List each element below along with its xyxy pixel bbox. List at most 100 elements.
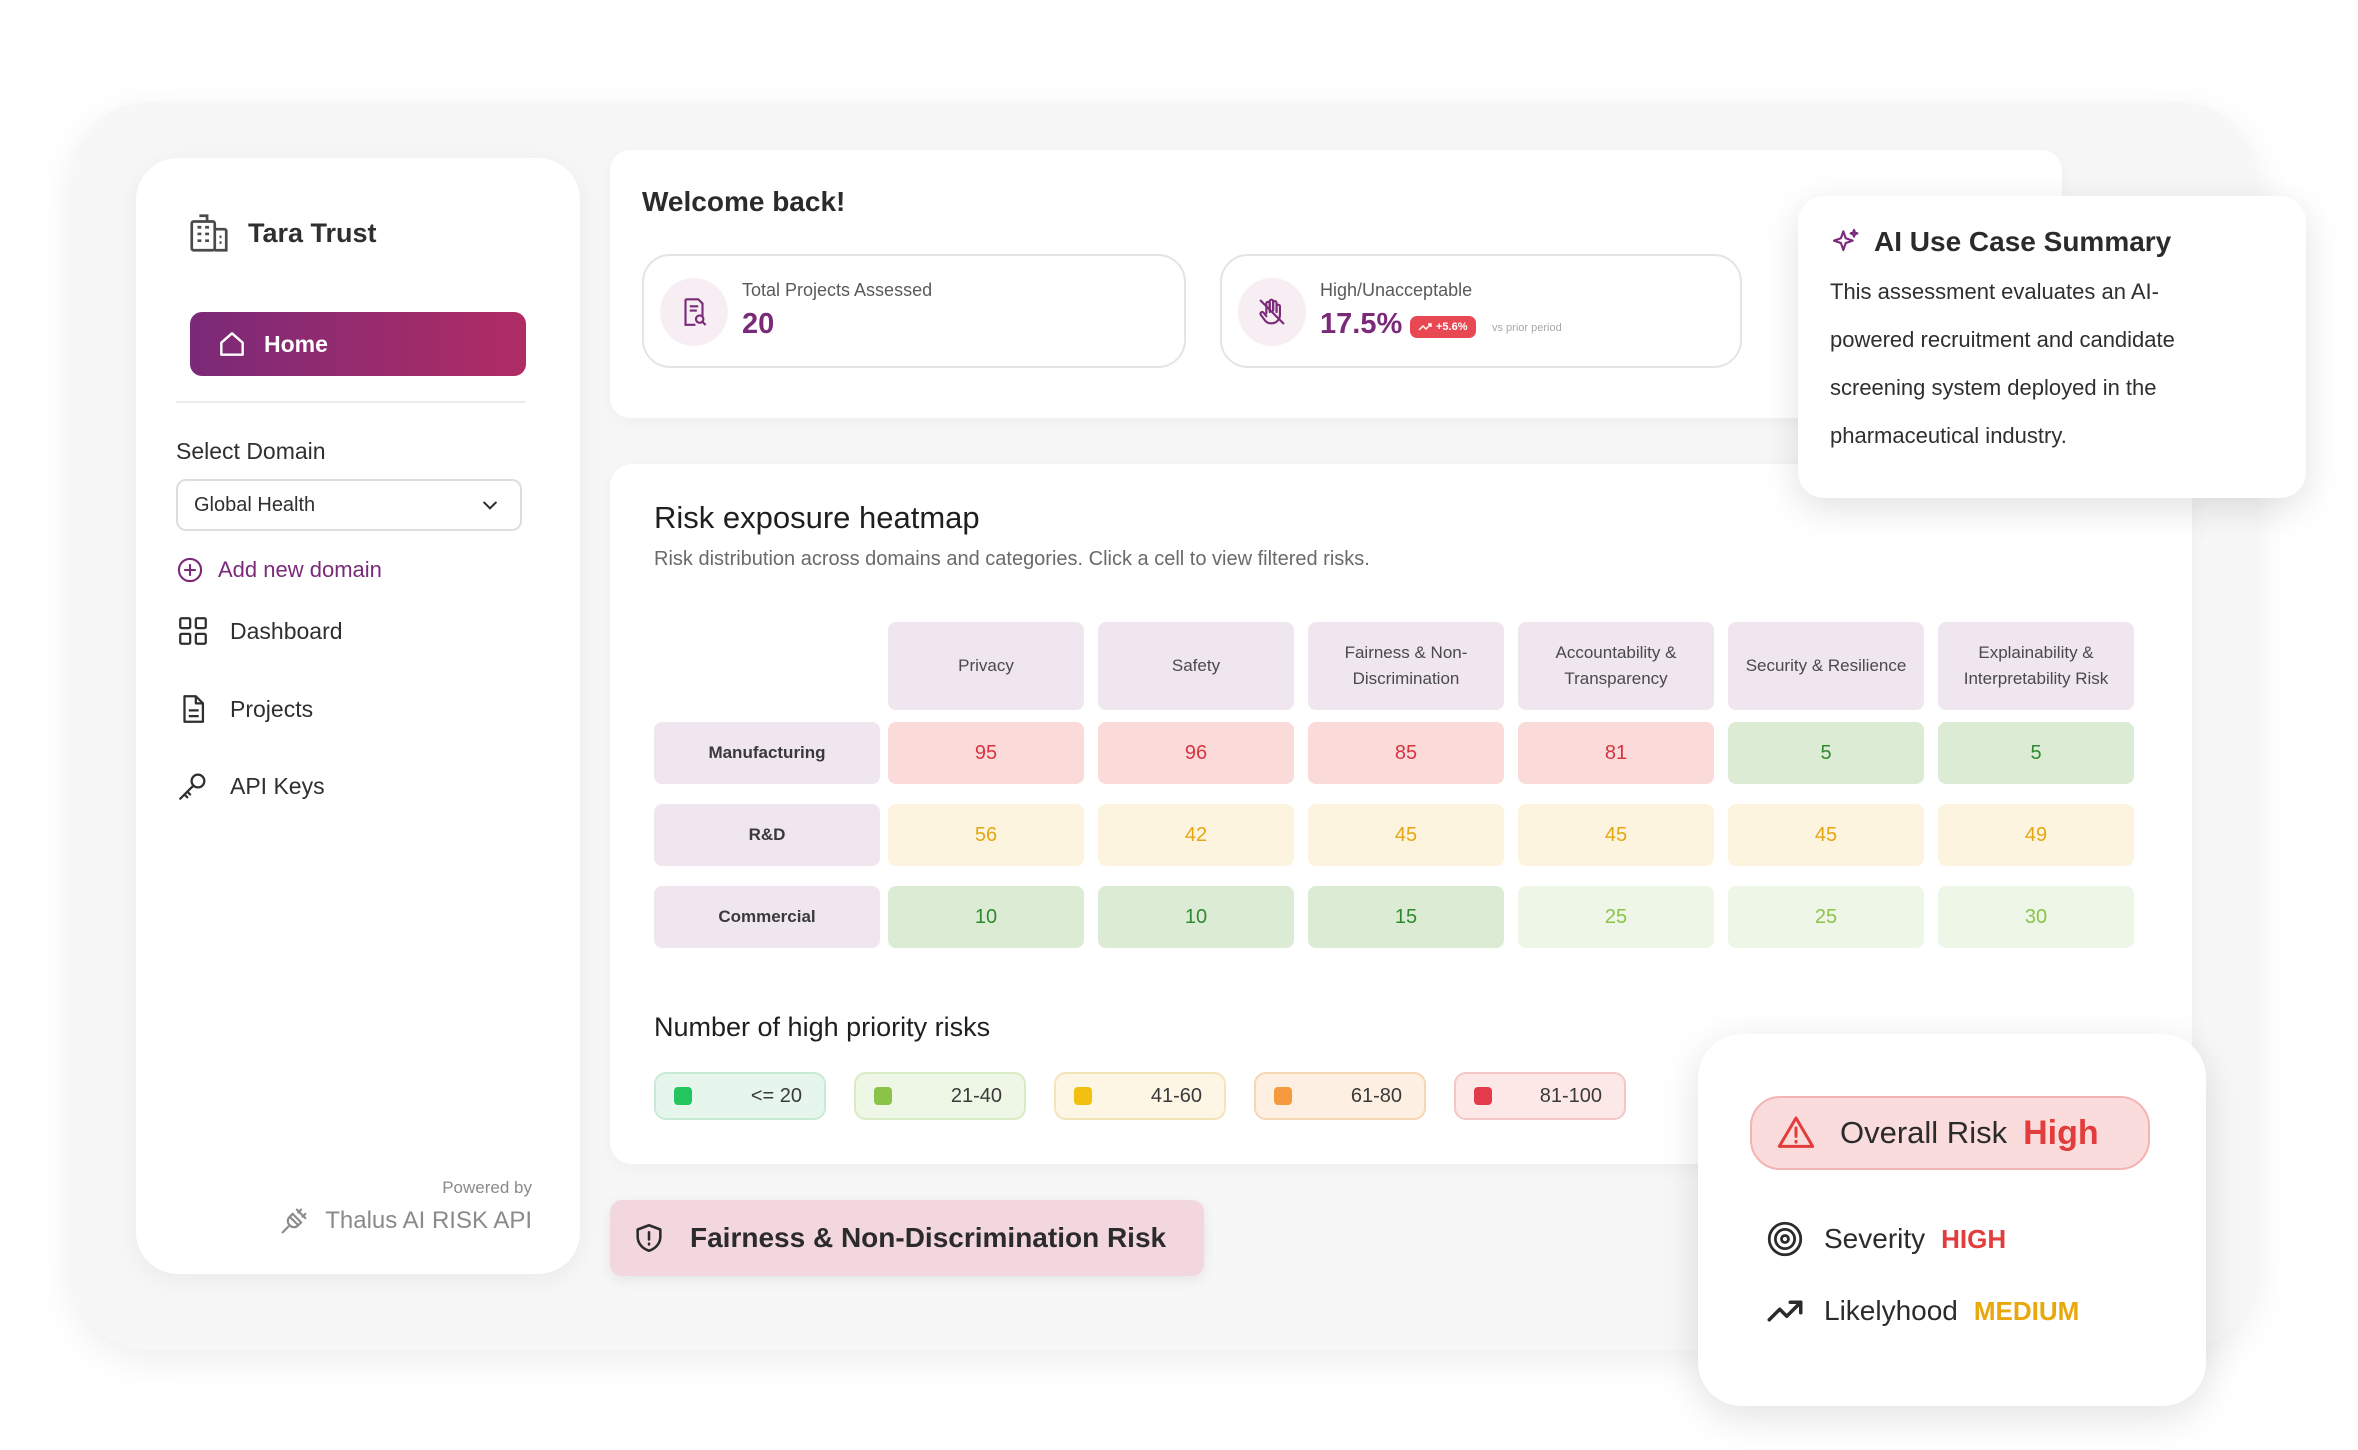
stat-value: 17.5% [1320, 308, 1403, 340]
ai-summary-line: pharmaceutical industry. [1830, 423, 2067, 448]
overall-risk-value: High [2023, 1113, 2099, 1152]
heatmap-column-header: Accountability & Transparency [1518, 622, 1714, 710]
heatmap-row-header: R&D [654, 804, 880, 866]
likelihood-value: MEDIUM [1973, 1295, 2080, 1326]
legend-swatch [1074, 1087, 1092, 1105]
heatmap-row-header: Manufacturing [654, 722, 880, 784]
sidebar-item-label: Projects [230, 695, 314, 722]
heatmap-column-header: Privacy [888, 622, 1084, 710]
heatmap-cell[interactable]: 45 [1518, 804, 1714, 866]
building-icon [190, 214, 228, 252]
sidebar-item-projects[interactable]: Projects [176, 692, 313, 726]
add-domain-label: Add new domain [218, 557, 382, 582]
trend-note: vs prior period [1492, 322, 1562, 334]
domain-select-value: Global Health [194, 493, 316, 516]
plus-circle-icon [177, 557, 203, 583]
severity-row: Severity HIGH [1764, 1218, 2006, 1260]
heatmap-cell[interactable]: 85 [1308, 722, 1504, 784]
target-icon [1767, 1221, 1803, 1257]
stat-card-total-projects[interactable]: Total Projects Assessed 20 [642, 254, 1186, 368]
fairness-risk-label: Fairness & Non-Discrimination Risk [690, 1222, 1167, 1253]
domain-select[interactable]: Global Health [176, 479, 522, 531]
stat-icon-wrap [1238, 278, 1306, 346]
stat-value: 20 [742, 308, 775, 340]
ai-summary-card: AI Use Case Summary This assessment eval… [1798, 196, 2306, 498]
trend-value: +5.6% [1436, 321, 1468, 333]
heatmap-cell[interactable]: 25 [1518, 886, 1714, 948]
fairness-risk-badge[interactable]: Fairness & Non-Discrimination Risk [610, 1200, 1204, 1276]
home-label: Home [264, 330, 328, 357]
stat-card-high-unacceptable[interactable]: High/Unacceptable 17.5% +5.6% vs prior p… [1220, 254, 1742, 368]
legend-label: 41-60 [1150, 1084, 1202, 1107]
warning-icon [1777, 1116, 1815, 1148]
heatmap-cell[interactable]: 56 [888, 804, 1084, 866]
home-button[interactable]: Home [190, 312, 526, 376]
heatmap-cell[interactable]: 10 [888, 886, 1084, 948]
heatmap-column-header: Security & Resilience [1728, 622, 1924, 710]
legend-label: <= 20 [750, 1084, 802, 1107]
sidebar-item-api-keys[interactable]: API Keys [176, 769, 325, 803]
likelihood-row: Likelyhood MEDIUM [1764, 1290, 2079, 1332]
stat-label: High/Unacceptable [1320, 280, 1473, 300]
ai-summary-line: This assessment evaluates an AI- [1830, 279, 2159, 304]
dashboard-icon [179, 617, 207, 645]
sidebar-item-dashboard[interactable]: Dashboard [176, 614, 343, 648]
legend-item: 81-100 [1454, 1072, 1626, 1120]
heatmap-cell[interactable]: 81 [1518, 722, 1714, 784]
document-icon [183, 695, 205, 723]
legend-swatch [874, 1087, 892, 1105]
heatmap-cell[interactable]: 49 [1938, 804, 2134, 866]
sidebar-item-label: API Keys [230, 772, 325, 799]
heatmap-cell[interactable]: 96 [1098, 722, 1294, 784]
chevron-down-icon [483, 501, 497, 510]
hand-stop-icon [1259, 298, 1285, 325]
stat-label: Total Projects Assessed [742, 280, 933, 300]
heatmap-cell[interactable]: 25 [1728, 886, 1924, 948]
heatmap-cell[interactable]: 10 [1098, 886, 1294, 948]
report-search-icon [684, 298, 707, 326]
ai-summary-text: This assessment evaluates an AI- powered… [1830, 268, 2274, 460]
key-icon [179, 773, 206, 800]
shield-alert-icon [636, 1223, 662, 1253]
heatmap-cell[interactable]: 45 [1308, 804, 1504, 866]
ai-summary-title: AI Use Case Summary [1874, 226, 2172, 257]
plug-icon [281, 1208, 307, 1234]
legend-item: <= 20 [654, 1072, 826, 1120]
legend-item: 41-60 [1054, 1072, 1226, 1120]
select-domain-label: Select Domain [176, 438, 326, 464]
overall-risk-pill: Overall Risk High [1750, 1096, 2150, 1170]
heatmap-column-header: Safety [1098, 622, 1294, 710]
severity-label: Severity [1824, 1223, 1926, 1254]
ai-summary-line: powered recruitment and candidate [1830, 327, 2175, 352]
welcome-title: Welcome back! [642, 186, 846, 217]
legend-label: 61-80 [1350, 1084, 1402, 1107]
heatmap-cell[interactable]: 42 [1098, 804, 1294, 866]
likelihood-label: Likelyhood [1824, 1295, 1958, 1326]
legend-swatch [674, 1087, 692, 1105]
overall-risk-label: Overall Risk [1840, 1115, 2008, 1150]
divider [176, 401, 526, 403]
add-domain-link[interactable]: Add new domain [176, 556, 382, 584]
heatmap-cell[interactable]: 95 [888, 722, 1084, 784]
stat-icon-wrap [660, 278, 728, 346]
heatmap-row-header: Commercial [654, 886, 880, 948]
powered-name: Thalus AI RISK API [325, 1207, 532, 1234]
brand: Tara Trust [186, 210, 377, 256]
powered-label: Powered by [442, 1178, 532, 1197]
legend-item: 61-80 [1254, 1072, 1426, 1120]
heatmap-cell[interactable]: 5 [1938, 722, 2134, 784]
trend-badge: +5.6% [1410, 316, 1476, 338]
sidebar: Tara Trust Home Select Domain Global Hea… [136, 158, 580, 1274]
overall-risk-card: Overall Risk High Severity HIGH Likelyho… [1698, 1034, 2206, 1406]
heatmap-column-header: Explainability & Interpretability Risk [1938, 622, 2134, 710]
heatmap-cell[interactable]: 15 [1308, 886, 1504, 948]
ai-summary-line: screening system deployed in the [1830, 375, 2157, 400]
heatmap-cell[interactable]: 45 [1728, 804, 1924, 866]
legend-label: 21-40 [950, 1084, 1002, 1107]
heatmap-subtitle: Risk distribution across domains and cat… [654, 548, 1370, 570]
heatmap-cell[interactable]: 30 [1938, 886, 2134, 948]
legend-title: Number of high priority risks [654, 1012, 991, 1042]
heatmap-cell[interactable]: 5 [1728, 722, 1924, 784]
sidebar-item-label: Dashboard [230, 617, 343, 644]
heatmap-title: Risk exposure heatmap [654, 500, 980, 535]
